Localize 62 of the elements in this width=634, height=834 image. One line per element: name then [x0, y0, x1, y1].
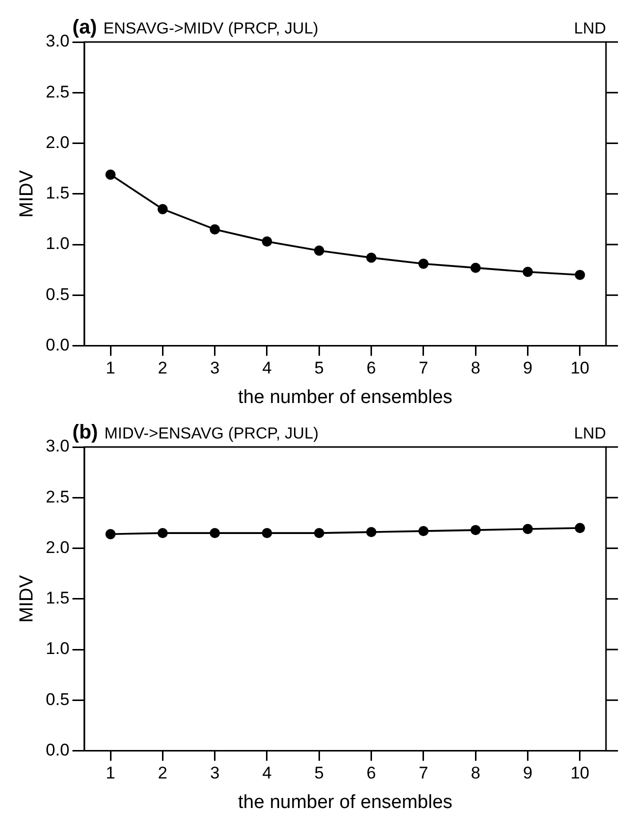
- x-tick-label: 2: [158, 764, 168, 783]
- chart-title: (a) ENSAVG->MIDV (PRCP, JUL): [72, 16, 318, 39]
- point: [314, 246, 324, 256]
- x-tick-label: 3: [210, 764, 220, 783]
- point: [522, 266, 533, 277]
- text: LND: [574, 425, 606, 442]
- text: LND: [574, 20, 606, 38]
- x-tick-label: 1: [106, 764, 116, 783]
- y-tick-label: 2.0: [46, 538, 70, 557]
- y-axis-title: MIDV: [16, 574, 38, 623]
- y-tick-label: 2.0: [46, 132, 70, 152]
- y-tick-label: 2.5: [46, 82, 70, 102]
- point: [262, 236, 272, 247]
- point: [574, 522, 586, 534]
- x-tick-label: 1: [106, 358, 116, 378]
- point: [105, 528, 116, 540]
- y-tick-label: 0.0: [46, 335, 70, 354]
- point: [366, 526, 376, 538]
- point: [262, 528, 272, 538]
- x-tick-label: 6: [366, 358, 376, 378]
- x-tick-label: 8: [470, 358, 480, 378]
- x-tick-label: 10: [570, 358, 590, 378]
- y-tick-label: 0.0: [46, 740, 70, 760]
- point: [210, 528, 220, 538]
- y-axis-title: MIDV: [16, 170, 38, 218]
- x-tick-label: 8: [470, 764, 480, 783]
- y-tick-label: 1.0: [46, 639, 70, 658]
- x-axis-title: the number of ensembles: [238, 386, 452, 408]
- x-tick-label: 7: [418, 358, 428, 378]
- x-tick-label: 3: [210, 358, 220, 378]
- point: [470, 262, 481, 273]
- point: [418, 526, 429, 536]
- x-tick-label: 9: [523, 764, 532, 783]
- y-tick-label: 2.5: [46, 487, 70, 506]
- x-axis-title: the number of ensembles: [238, 792, 452, 813]
- point: [574, 270, 586, 280]
- x-tick-label: 7: [418, 764, 428, 783]
- y-tick-label: 3.0: [46, 32, 70, 51]
- x-tick-label: 4: [262, 764, 272, 783]
- y-tick-label: 0.5: [46, 690, 70, 709]
- point: [158, 204, 168, 214]
- point: [158, 528, 168, 538]
- chart-title: (b) MIDV->ENSAVG (PRCP, JUL): [72, 422, 319, 444]
- point: [210, 224, 220, 234]
- x-tick-label: 4: [262, 358, 272, 378]
- y-tick-label: 1.5: [46, 184, 70, 203]
- y-tick-label: 1.5: [46, 588, 70, 608]
- point: [366, 252, 376, 263]
- x-tick-label: 5: [314, 358, 324, 378]
- x-tick-label: 10: [570, 764, 590, 783]
- y-tick-label: 0.5: [46, 284, 70, 304]
- x-tick-label: 5: [314, 764, 324, 783]
- point: [418, 258, 429, 269]
- point: [314, 528, 324, 538]
- point: [105, 170, 116, 180]
- point: [470, 524, 481, 536]
- y-tick-label: 3.0: [46, 436, 70, 456]
- point: [522, 524, 533, 534]
- x-tick-label: 2: [158, 358, 168, 378]
- x-tick-label: 6: [366, 764, 376, 783]
- x-tick-label: 9: [523, 358, 532, 378]
- y-tick-label: 1.0: [46, 234, 70, 254]
